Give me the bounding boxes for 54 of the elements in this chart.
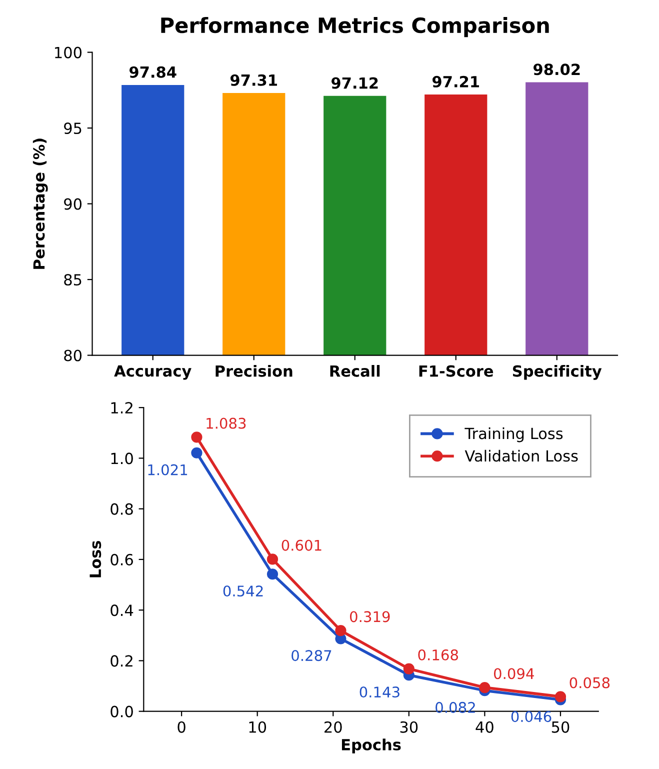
data-label: 0.287 (292, 650, 332, 662)
x-tick-label: 10 (249, 721, 266, 733)
point (266, 554, 278, 565)
y-tick-label: 85 (64, 274, 82, 286)
x-tick-label: Specificity (512, 365, 602, 380)
point (191, 447, 202, 458)
x-tick-label: 50 (552, 721, 570, 733)
point (335, 625, 346, 636)
y-tick-label: 80 (64, 350, 82, 362)
x-tick-label: 30 (400, 721, 418, 733)
data-label: 0.058 (570, 677, 610, 688)
data-label: 0.046 (511, 711, 552, 722)
y-tick-label: 0.0 (110, 706, 133, 718)
point (554, 691, 566, 702)
y-tick-label: 0.2 (110, 655, 132, 667)
data-label: 1.083 (206, 418, 246, 429)
data-label: 0.319 (350, 611, 390, 622)
data-label: 97.21 (432, 76, 479, 88)
data-label: 98.02 (534, 64, 580, 76)
point (403, 663, 414, 674)
y-tick-label: 100 (55, 46, 82, 58)
y-tick-label: 90 (64, 198, 82, 210)
data-label: 97.31 (230, 74, 277, 86)
chart-title: Performance Metrics Comparison (161, 17, 549, 38)
y-tick-label: 1.0 (111, 452, 133, 464)
y-tick-label: 95 (64, 122, 82, 134)
y-axis-title: Percentage (%) (32, 138, 48, 269)
data-label: 0.143 (360, 686, 400, 698)
x-tick-label: 20 (324, 721, 342, 733)
legend-label: Validation Loss (464, 450, 578, 462)
y-tick-label: 0.8 (110, 503, 133, 515)
point (191, 432, 202, 443)
y-tick-label: 1.2 (111, 402, 132, 414)
x-tick-label: Accuracy (114, 365, 192, 380)
data-label: 97.84 (129, 66, 176, 78)
x-tick-label: 40 (476, 721, 494, 733)
point (479, 682, 490, 694)
data-label: 0.082 (436, 702, 475, 713)
legend-label: Training Loss (464, 427, 563, 442)
x-tick-label: 0 (178, 721, 186, 733)
x-tick-label: Precision (216, 365, 292, 377)
x-tick-label: F1-Score (419, 365, 494, 377)
data-label: 0.542 (223, 586, 263, 597)
data-label: 1.021 (148, 464, 188, 476)
data-label: 0.601 (282, 540, 322, 551)
data-label: 97.12 (332, 77, 378, 89)
y-axis-title: Loss (90, 540, 102, 578)
y-tick-label: 0.4 (110, 604, 134, 616)
point (266, 568, 278, 580)
data-label: 0.094 (494, 668, 534, 680)
x-tick-label: Recall (330, 365, 380, 377)
x-axis-title: Epochs (342, 738, 401, 754)
y-tick-label: 0.6 (110, 554, 133, 566)
data-label: 0.168 (418, 649, 458, 660)
